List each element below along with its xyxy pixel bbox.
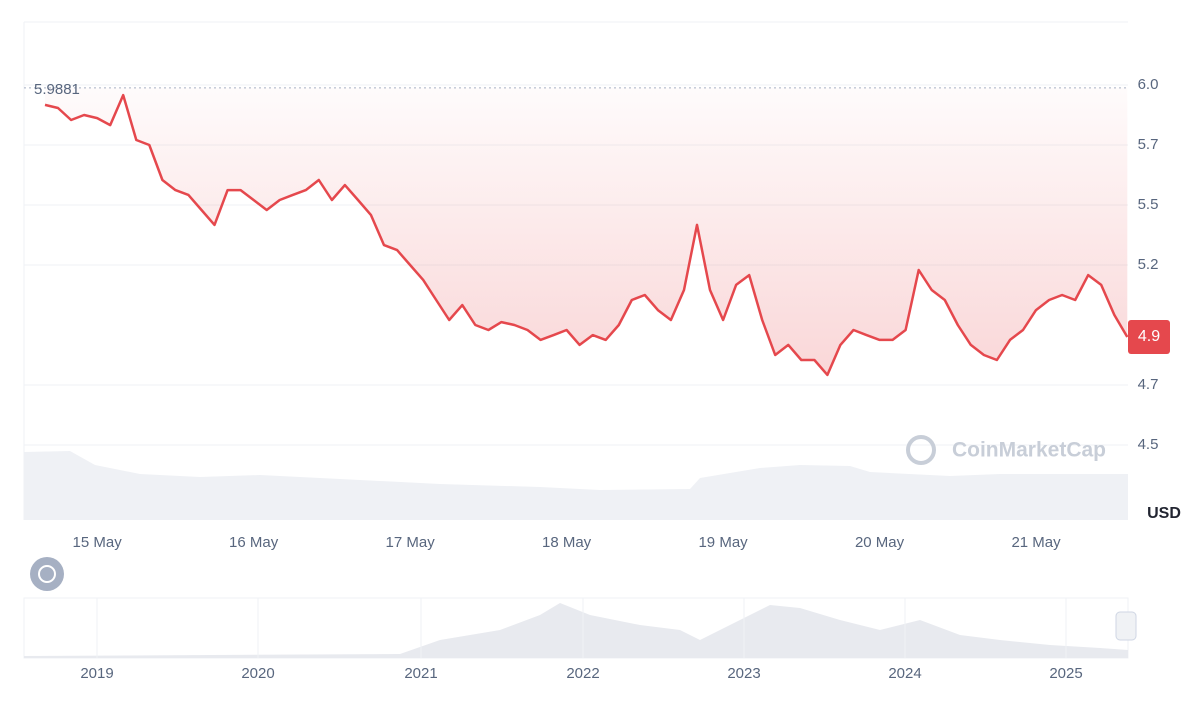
history-icon: [38, 565, 56, 583]
navigator-label: 2020: [241, 665, 274, 682]
price-tag-bg: [1128, 320, 1170, 354]
navigator-handle[interactable]: [1115, 611, 1137, 641]
history-button[interactable]: [30, 557, 64, 591]
y-tick-label: 5.5: [1138, 196, 1159, 213]
navigator-label: 2024: [888, 665, 921, 682]
price-line: [44, 93, 1129, 377]
x-tick-label: 17 May: [386, 534, 436, 551]
y-tick-label: 4.7: [1138, 376, 1159, 393]
navigator-label: 2021: [404, 665, 437, 682]
price-tag: 4.9: [1138, 328, 1160, 345]
x-tick-label: 20 May: [855, 534, 905, 551]
y-unit: USD: [1147, 505, 1181, 522]
watermark-logo: [906, 435, 936, 465]
watermark: CoinMarketCap: [952, 439, 1106, 462]
reference-label: 5.9881: [34, 81, 80, 98]
y-tick-label: 6.0: [1138, 76, 1159, 93]
navigator-label: 2025: [1049, 665, 1082, 682]
x-tick-label: 18 May: [542, 534, 592, 551]
navigator-label: 2019: [80, 665, 113, 682]
navigator-area: [24, 603, 1128, 658]
x-tick-label: 19 May: [698, 534, 748, 551]
y-tick-label: 5.2: [1138, 256, 1159, 273]
x-tick-label: 21 May: [1011, 534, 1061, 551]
navigator-label: 2022: [566, 665, 599, 682]
y-tick-label: 4.5: [1138, 436, 1159, 453]
area-fill: [45, 87, 1128, 375]
navigator-label: 2023: [727, 665, 760, 682]
x-tick-label: 16 May: [229, 534, 279, 551]
y-tick-label: 5.7: [1138, 136, 1159, 153]
x-tick-label: 15 May: [73, 534, 123, 551]
volume-area: [24, 451, 1128, 520]
